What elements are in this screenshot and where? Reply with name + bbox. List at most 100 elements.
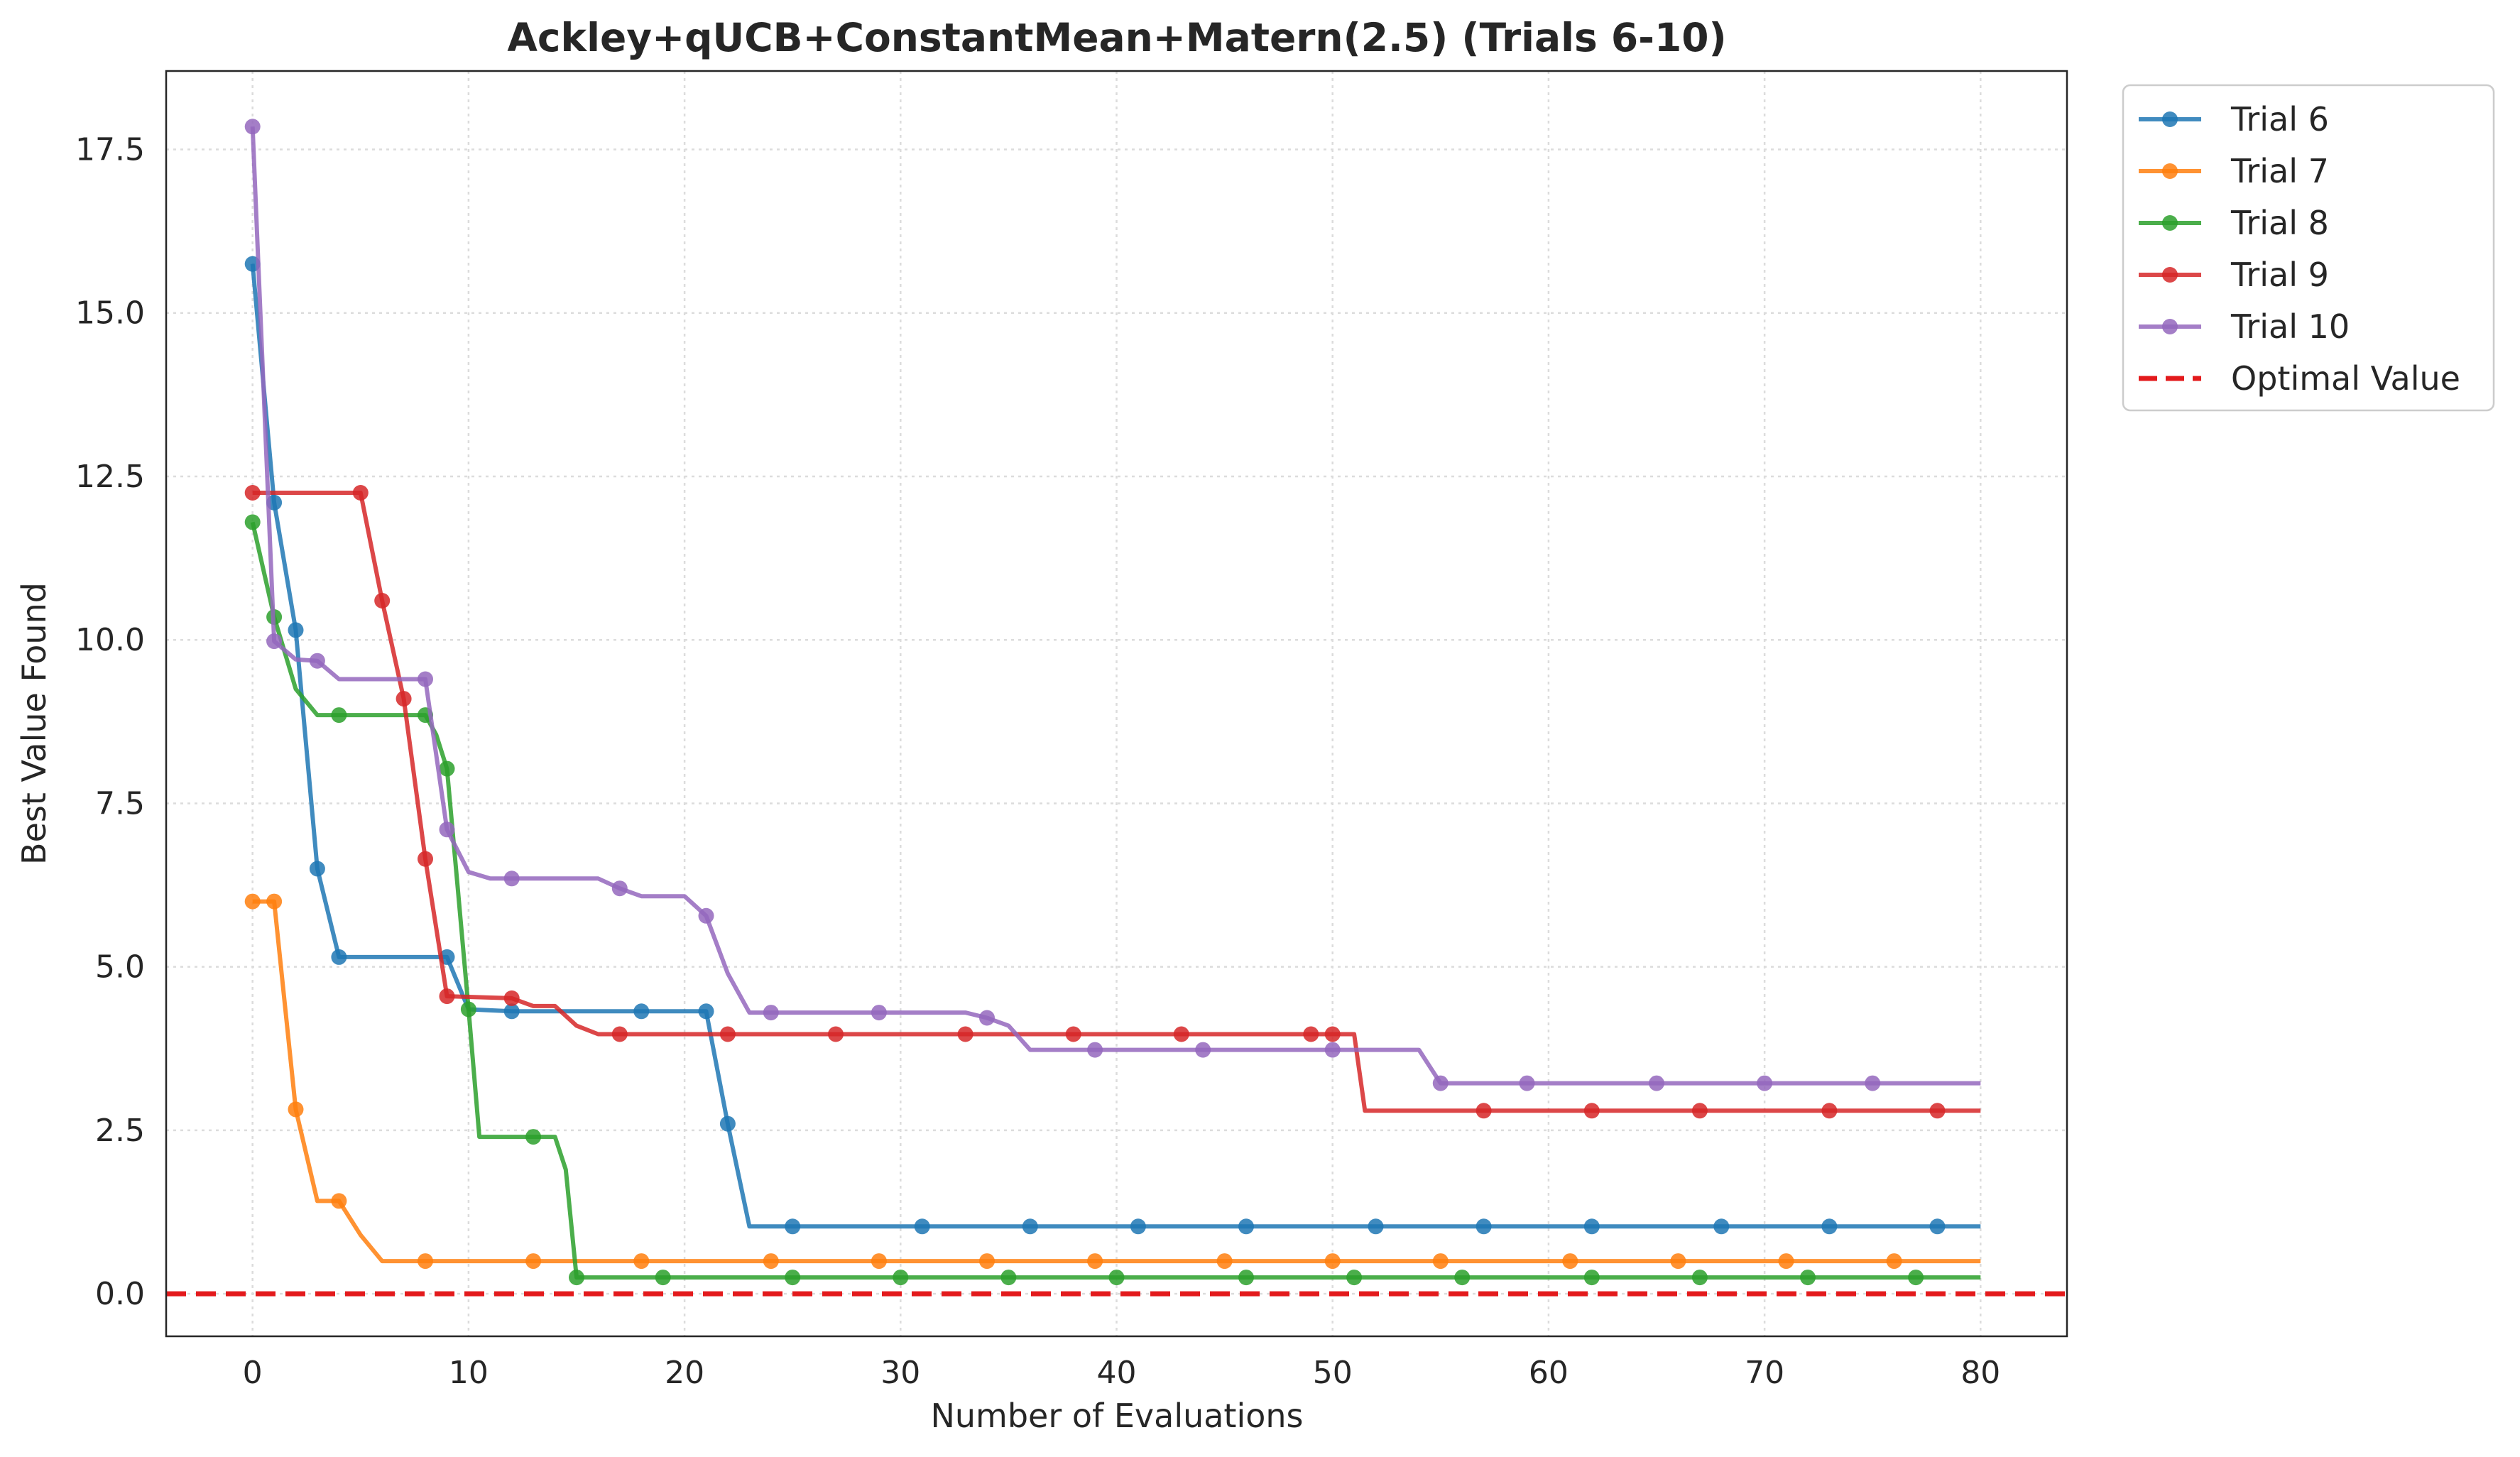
legend-item-trial-7: Trial 7: [2139, 152, 2329, 190]
data-point-trial-7: [418, 1253, 433, 1270]
data-point-trial-9: [1324, 1026, 1341, 1042]
data-point-trial-10: [698, 907, 714, 924]
data-point-trial-8: [569, 1270, 584, 1286]
data-point-trial-8: [244, 514, 261, 530]
x-tick-label: 10: [449, 1355, 489, 1391]
data-point-trial-9: [957, 1026, 973, 1042]
data-point-trial-9: [1583, 1103, 1600, 1119]
data-point-trial-7: [763, 1253, 779, 1270]
data-point-trial-6: [1022, 1218, 1038, 1235]
data-point-trial-6: [1713, 1218, 1730, 1235]
data-point-trial-8: [1000, 1270, 1017, 1286]
chart-title: Ackley+qUCB+ConstantMean+Matern(2.5) (Tr…: [507, 15, 1726, 60]
data-point-trial-10: [1195, 1042, 1211, 1058]
data-point-trial-10: [439, 822, 455, 838]
data-point-trial-10: [266, 633, 283, 650]
y-tick-label: 2.5: [95, 1113, 145, 1149]
legend-item-trial-6: Trial 6: [2139, 100, 2329, 138]
data-point-trial-6: [719, 1115, 736, 1132]
y-axis: 0.0 2.5 5.0 7.5 10.0 12.5 15.0 17.5: [75, 132, 145, 1313]
x-tick-label: 70: [1745, 1355, 1784, 1391]
data-point-trial-6: [698, 1003, 714, 1020]
series-trial-9: [244, 485, 1981, 1119]
x-axis: 0 10 20 30 40 50 60 70 80: [243, 1355, 2001, 1391]
data-point-trial-8: [1691, 1270, 1708, 1286]
legend: Trial 6 Trial 7 Trial 8 Trial 9 Trial 10 Opti…: [2122, 84, 2495, 412]
data-point-trial-8: [1108, 1270, 1125, 1286]
data-point-trial-8: [785, 1270, 801, 1286]
legend-item-trial-8: Trial 8: [2139, 204, 2329, 242]
x-tick-label: 40: [1097, 1355, 1137, 1391]
data-point-trial-6: [1476, 1218, 1492, 1235]
legend-label: Trial 6: [2230, 100, 2329, 138]
x-axis-label: Number of Evaluations: [930, 1397, 1303, 1435]
legend-marker: [2162, 163, 2178, 179]
data-point-trial-7: [1432, 1253, 1449, 1270]
data-point-trial-6: [914, 1218, 930, 1235]
series-trial-7: [244, 893, 1981, 1270]
data-point-trial-6: [331, 949, 347, 965]
data-point-trial-7: [633, 1253, 650, 1270]
data-point-trial-10: [1324, 1042, 1341, 1058]
data-point-trial-9: [1691, 1103, 1708, 1119]
data-point-trial-10: [611, 880, 628, 897]
x-tick-label: 20: [665, 1355, 704, 1391]
data-point-trial-6: [785, 1218, 801, 1235]
legend-label: Trial 7: [2230, 152, 2329, 190]
y-tick-label: 15.0: [75, 295, 145, 332]
legend-marker: [2162, 319, 2178, 334]
data-point-trial-7: [525, 1253, 542, 1270]
x-tick-label: 80: [1960, 1355, 2000, 1391]
legend-label: Trial 9: [2230, 256, 2329, 294]
data-point-trial-10: [1519, 1075, 1535, 1091]
y-tick-label: 7.5: [95, 785, 145, 822]
data-point-trial-8: [1908, 1270, 1924, 1286]
data-point-trial-6: [309, 861, 325, 877]
data-point-trial-10: [503, 871, 520, 887]
data-point-trial-6: [503, 1003, 520, 1020]
legend-item-trial-10: Trial 10: [2139, 307, 2350, 346]
legend-marker: [2162, 267, 2178, 283]
data-point-trial-8: [460, 1001, 476, 1017]
series-layer: [166, 119, 2067, 1297]
data-point-trial-10: [1865, 1075, 1881, 1091]
x-tick-label: 0: [243, 1355, 263, 1391]
data-point-trial-9: [828, 1026, 844, 1042]
data-point-trial-7: [979, 1253, 995, 1270]
data-point-trial-10: [1649, 1075, 1664, 1091]
data-point-trial-9: [1173, 1026, 1189, 1042]
data-point-trial-7: [871, 1253, 887, 1270]
y-tick-label: 17.5: [75, 132, 145, 168]
data-point-trial-10: [309, 653, 325, 669]
data-point-trial-9: [352, 485, 369, 501]
data-point-trial-8: [525, 1129, 542, 1145]
data-point-trial-10: [871, 1005, 887, 1021]
data-point-trial-9: [1065, 1026, 1081, 1042]
data-point-trial-8: [655, 1270, 671, 1286]
data-point-trial-6: [1821, 1218, 1838, 1235]
data-point-trial-10: [1757, 1075, 1773, 1091]
data-point-trial-7: [1087, 1253, 1103, 1270]
series-line-trial-6: [250, 263, 1981, 1229]
y-axis-label: Best Value Found: [15, 582, 53, 865]
data-point-trial-9: [244, 485, 261, 501]
data-point-trial-10: [763, 1005, 779, 1021]
legend-marker: [2162, 111, 2178, 127]
data-point-trial-7: [1216, 1253, 1233, 1270]
data-point-trial-6: [1238, 1218, 1254, 1235]
data-point-trial-10: [418, 671, 433, 687]
data-point-trial-10: [244, 119, 261, 135]
legend-box: [2122, 84, 2495, 412]
data-point-trial-9: [503, 990, 520, 1006]
data-point-trial-9: [719, 1026, 736, 1042]
data-point-trial-7: [1778, 1253, 1794, 1270]
y-tick-label: 10.0: [75, 622, 145, 658]
y-tick-label: 0.0: [95, 1276, 145, 1312]
data-point-trial-8: [1583, 1270, 1600, 1286]
data-point-trial-9: [611, 1026, 628, 1042]
y-tick-label: 5.0: [95, 949, 145, 986]
data-point-trial-8: [893, 1270, 909, 1286]
data-point-trial-9: [396, 691, 412, 707]
plot-frame: [165, 70, 2068, 1338]
